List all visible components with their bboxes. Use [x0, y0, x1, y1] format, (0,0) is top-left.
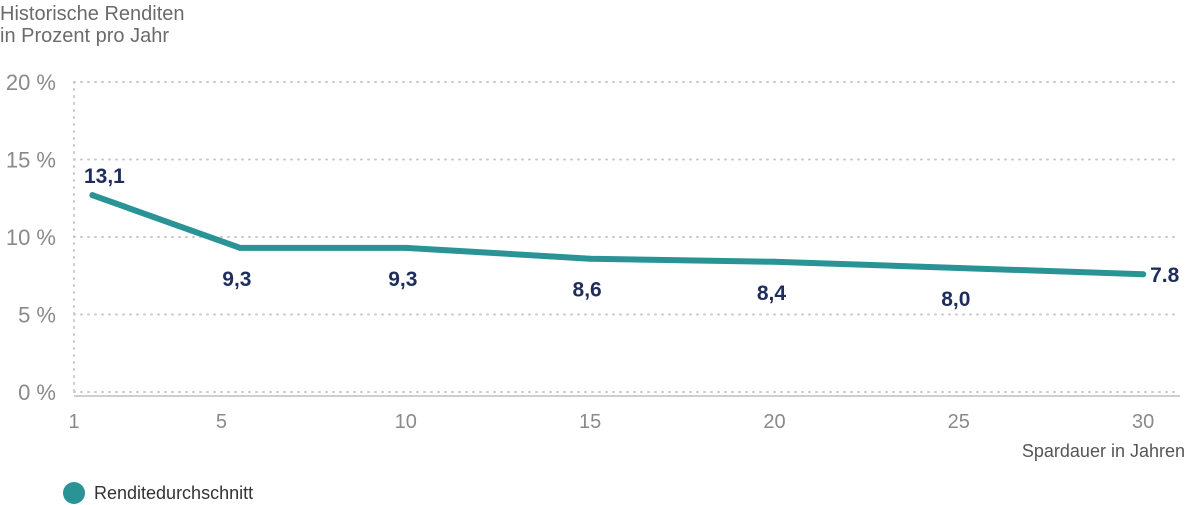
data-point [236, 244, 243, 251]
data-point [1140, 271, 1147, 278]
y-axis-title-line-1: Historische Renditen [0, 3, 185, 25]
y-tick-label: 0 % [18, 380, 56, 405]
data-point [771, 258, 778, 265]
data-labels: 13,1 9,3 9,3 8,6 8,4 8,0 7.8 [84, 165, 1180, 311]
data-label: 9,3 [388, 268, 417, 291]
x-tick-label: 30 [1132, 411, 1154, 433]
data-point [89, 192, 96, 199]
x-tick-label: 1 [68, 411, 79, 433]
series-renditedurchschnitt [89, 192, 1147, 278]
y-tick-label: 20 % [6, 70, 56, 95]
x-tick-label: 15 [579, 411, 601, 433]
data-point [955, 265, 962, 271]
data-label: 7.8 [1150, 264, 1180, 287]
x-axis-ticks: 1 5 10 15 20 25 30 [68, 411, 1154, 433]
data-label: 13,1 [84, 165, 125, 188]
legend-marker [63, 482, 85, 504]
data-label: 8,6 [573, 279, 602, 302]
y-axis-title-line-2: in Prozent pro Jahr [0, 25, 169, 47]
y-tick-label: 5 % [18, 303, 56, 328]
x-tick-label: 10 [395, 411, 417, 433]
y-axis-title: Historische Renditen in Prozent pro Jahr [0, 3, 185, 47]
x-tick-label: 20 [763, 411, 785, 433]
legend-label: Renditedurchschnitt [94, 483, 253, 503]
data-point [402, 244, 409, 251]
y-axis-ticks: 0 % 5 % 10 % 15 % 20 % [6, 70, 56, 405]
x-tick-label: 5 [216, 411, 227, 433]
y-tick-label: 15 % [6, 148, 56, 173]
legend: Renditedurchschnitt [63, 482, 253, 504]
data-point [587, 255, 594, 262]
x-axis-title: Spardauer in Jahren [1022, 441, 1185, 461]
data-label: 8,4 [757, 282, 787, 305]
y-tick-label: 10 % [6, 225, 56, 250]
data-label: 9,3 [222, 268, 251, 291]
grid [73, 81, 1181, 397]
data-label: 8,0 [941, 288, 970, 311]
x-tick-label: 25 [948, 411, 970, 433]
series-line [89, 192, 1147, 278]
